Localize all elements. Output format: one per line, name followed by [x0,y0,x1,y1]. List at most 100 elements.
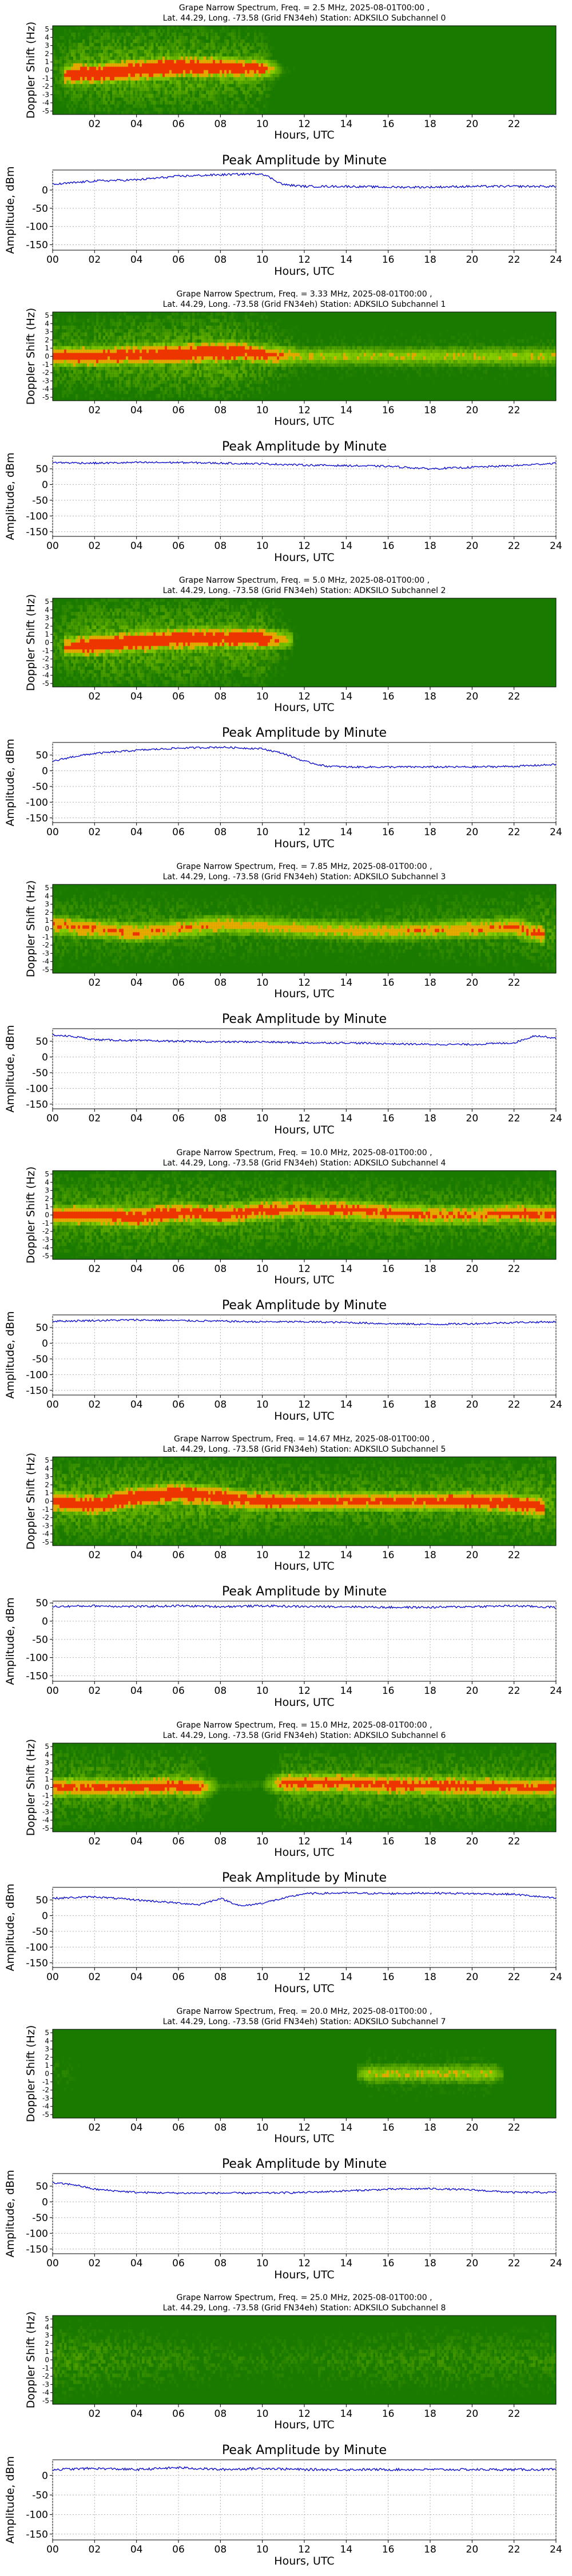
spectrum-ytick: -5 [42,2111,49,2119]
spectrum-ytick: 5 [45,2029,49,2037]
amplitude-xtick: 00 [46,2544,59,2555]
spectrum-xtick: 12 [298,2122,311,2134]
spectrum-xtick: 22 [508,1550,521,1561]
amplitude-ytick: -150 [26,1385,48,1397]
spectrum-xtick: 02 [89,1836,101,1847]
amplitude-title: Peak Amplitude by Minute [222,2157,387,2171]
spectrum-subtitle: Lat. 44.29, Long. -73.58 (Grid FN34eh) S… [163,2304,446,2313]
amplitude-ytick: 0 [42,765,48,777]
spectrum-ytick: -2 [42,655,49,663]
amplitude-ylabel: Amplitude, dBm [4,166,17,254]
spectrum-ylabel: Doppler Shift (Hz) [25,1453,37,1550]
spectrum-xtick: 14 [340,118,353,130]
amplitude-plot [50,1601,557,1684]
amplitude-xtick: 14 [340,254,353,266]
spectrum-ytick: 3 [45,328,49,336]
amplitude-xtick: 20 [466,254,479,266]
spectrogram [52,311,557,401]
amplitude-ytick: 50 [35,1598,48,1609]
spectrum-ytick: -2 [42,1227,49,1235]
amplitude-xlabel: Hours, UTC [274,2555,334,2567]
spectrum-xtick: 02 [89,2122,101,2134]
amplitude-title: Peak Amplitude by Minute [222,726,387,740]
amplitude-title: Peak Amplitude by Minute [222,1871,387,1885]
amplitude-series-line [52,2466,557,2472]
spectrum-xtick: 08 [214,118,227,130]
spectrum-xtick: 18 [424,1263,436,1275]
amplitude-xtick: 10 [256,827,269,838]
spectrum-xlabel: Hours, UTC [274,987,334,1000]
spectrum-subtitle: Lat. 44.29, Long. -73.58 (Grid FN34eh) S… [163,1159,446,1168]
spectrum-xtick: 06 [172,1836,185,1847]
amplitude-ytick: -150 [26,1099,48,1111]
spectrum-xtick: 18 [424,2408,436,2420]
spectrum-ytick: 2 [45,1195,49,1203]
spectrum-ytick: -1 [42,647,49,655]
spectrum-ytick: 4 [45,2323,49,2331]
spectrum-ytick: -5 [42,2397,49,2405]
amplitude-series-line [52,1891,557,1907]
panel-4: Grape Narrow Spectrum, Freq. = 10.0 MHz,… [4,1148,562,1423]
spectrogram [52,1743,557,1832]
spectrum-ytick: -5 [42,1538,49,1546]
spectrum-xlabel: Hours, UTC [274,1274,334,1286]
panel-1: Grape Narrow Spectrum, Freq. = 3.33 MHz,… [4,290,562,564]
spectrum-ytick: 0 [45,1784,49,1792]
spectrum-ytick: 4 [45,33,49,41]
amplitude-xtick: 02 [89,1971,101,1983]
spectrum-xtick: 08 [214,405,227,416]
spectrum-ytick: -3 [42,1522,49,1530]
spectrum-ytick: -4 [42,2103,49,2111]
amplitude-ytick: 0 [42,1338,48,1349]
spectrum-ytick: 2 [45,336,49,344]
spectrum-ytick: 3 [45,2045,49,2053]
amplitude-ytick: 0 [42,185,48,196]
spectrogram [52,598,557,688]
amplitude-xtick: 20 [466,2544,479,2555]
amplitude-xtick: 24 [550,2258,562,2269]
spectrum-ytick: -4 [42,99,49,107]
spectrum-ytick: -1 [42,2364,49,2372]
spectrum-ytick: 4 [45,319,49,327]
amplitude-xlabel: Hours, UTC [274,837,334,850]
spectrum-subtitle: Lat. 44.29, Long. -73.58 (Grid FN34eh) S… [163,300,446,309]
spectrum-ytick: -5 [42,393,49,401]
spectrum-ytick: 1 [45,1489,49,1497]
amplitude-xtick: 18 [424,827,436,838]
spectrum-xtick: 18 [424,405,436,416]
spectrum-ytick: 2 [45,2340,49,2348]
spectrum-ytick: 3 [45,1759,49,1767]
amplitude-xtick: 06 [172,2258,185,2269]
amplitude-series-line [52,1034,557,1046]
amplitude-xtick: 04 [130,827,143,838]
spectrum-xtick: 22 [508,2408,521,2420]
amplitude-xtick: 22 [508,2544,521,2555]
spectrum-ytick: -5 [42,679,49,688]
amplitude-series-line [52,2182,557,2195]
amplitude-xtick: 14 [340,1971,353,1983]
spectrum-ytick: 0 [45,353,49,361]
spectrum-ytick: 1 [45,630,49,638]
amplitude-xtick: 10 [256,254,269,266]
spectrum-xlabel: Hours, UTC [274,1560,334,1573]
spectrum-xtick: 16 [382,405,395,416]
spectrum-xtick: 20 [466,977,479,989]
spectrum-ytick: -1 [42,74,49,82]
spectrum-ytick: 5 [45,884,49,892]
amplitude-title: Peak Amplitude by Minute [222,1298,387,1313]
spectrum-xtick: 14 [340,1836,353,1847]
amplitude-xtick: 12 [298,2258,311,2269]
spectrum-ytick: 1 [45,58,49,66]
amplitude-ytick: -50 [32,2212,48,2224]
spectrum-xlabel: Hours, UTC [274,415,334,428]
amplitude-xtick: 20 [466,2258,479,2269]
amplitude-xtick: 18 [424,1971,436,1983]
spectrum-ytick: -3 [42,2094,49,2102]
spectrum-subtitle: Lat. 44.29, Long. -73.58 (Grid FN34eh) S… [163,2017,446,2026]
amplitude-ytick: -150 [26,1670,48,1682]
amplitude-xtick: 20 [466,1113,479,1124]
amplitude-xtick: 00 [46,1113,59,1124]
amplitude-xtick: 08 [214,540,227,552]
spectrum-title: Grape Narrow Spectrum, Freq. = 20.0 MHz,… [176,2007,432,2016]
